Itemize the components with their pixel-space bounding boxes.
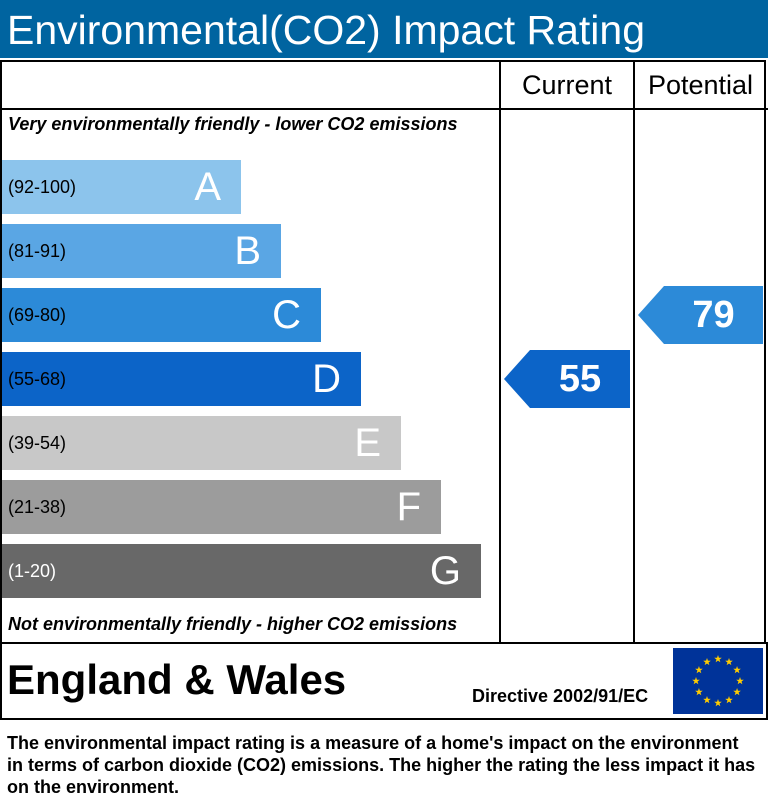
band-letter: A	[194, 165, 221, 209]
current-rating-arrow: 55	[504, 350, 630, 408]
potential-rating-value: 79	[692, 294, 735, 336]
band-range-label: (21-38)	[8, 497, 67, 517]
band-range-label: (81-91)	[8, 241, 67, 261]
potential-arrow-shape	[638, 286, 763, 344]
caption-bottom: Not environmentally friendly - higher CO…	[8, 614, 458, 634]
eu-star	[695, 688, 703, 696]
band-range-label: (69-80)	[8, 305, 67, 325]
column-divider-right	[633, 60, 635, 644]
eu-star	[736, 677, 744, 685]
country-label: England & Wales	[7, 656, 347, 703]
potential-rating-arrow: 79	[638, 286, 763, 344]
band-c: (69-80) C	[2, 288, 321, 342]
eu-star	[714, 699, 722, 707]
band-g: (1-20) G	[2, 544, 481, 598]
current-column-header: Current	[521, 70, 613, 100]
eu-star	[725, 696, 733, 704]
eu-flag-icon	[673, 648, 763, 714]
band-b: (81-91) B	[2, 224, 281, 278]
band-letter: B	[234, 229, 261, 273]
band-a: (92-100) A	[2, 160, 241, 214]
band-f: (21-38) F	[2, 480, 441, 534]
band-letter: F	[396, 485, 421, 529]
current-arrow-shape	[504, 350, 630, 408]
directive-label: Directive 2002/91/EC	[472, 686, 649, 706]
eu-star	[714, 655, 722, 663]
band-letter: D	[312, 357, 341, 401]
band-range-label: (92-100)	[8, 177, 77, 197]
footer	[0, 642, 768, 720]
band-range-label: (39-54)	[8, 433, 67, 453]
header-divider	[0, 108, 768, 110]
band-letter: C	[272, 293, 301, 337]
eu-star	[725, 657, 733, 666]
column-divider-left	[499, 60, 501, 644]
eu-star	[703, 657, 711, 666]
eu-star	[703, 696, 711, 704]
page-title: Environmental(CO2) Impact Rating	[7, 7, 646, 53]
eu-star	[733, 666, 741, 674]
band-range-label: (1-20)	[8, 561, 57, 581]
title-bar: Environmental(CO2) Impact Rating	[0, 0, 768, 58]
caption-top: Very environmentally friendly - lower CO…	[8, 114, 458, 134]
band-d: (55-68) D	[2, 352, 361, 406]
band-e: (39-54) E	[2, 416, 401, 470]
band-letter: E	[354, 421, 381, 465]
eu-star	[733, 688, 741, 696]
eu-star	[692, 677, 700, 685]
band-letter: G	[429, 549, 461, 593]
potential-column-header: Potential	[647, 70, 754, 100]
band-range-label: (55-68)	[8, 369, 67, 389]
description: The environmental impact rating is a mea…	[7, 733, 756, 797]
current-rating-value: 55	[558, 358, 602, 400]
eu-star	[695, 666, 703, 674]
